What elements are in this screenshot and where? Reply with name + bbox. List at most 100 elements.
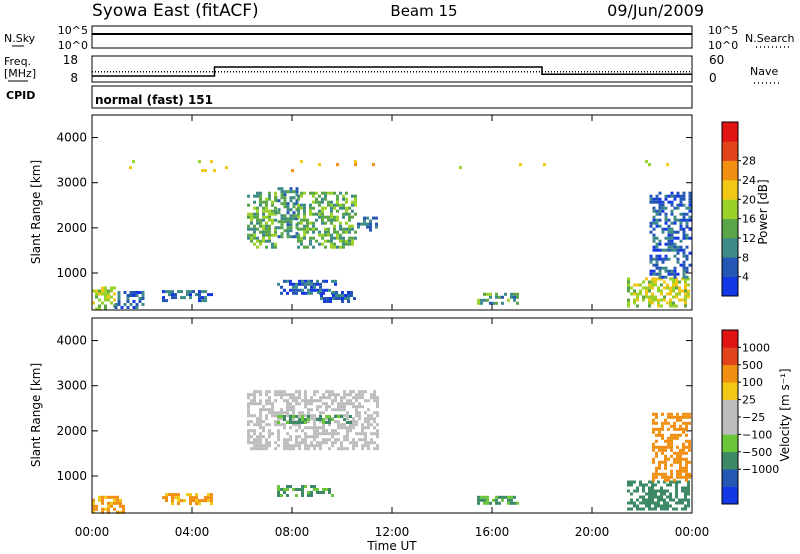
velocity-cell-6-49 [651, 489, 654, 493]
velocity-cell-2-37 [256, 402, 259, 406]
velocity-cell-0-19 [107, 507, 110, 511]
power-cell-11-166 [682, 194, 686, 198]
velocity-cell-2-195 [298, 414, 301, 418]
power-cell-10-17 [636, 295, 639, 299]
velocity-cell-2-232 [307, 420, 310, 424]
velocity-colorbar-swatch-3 [722, 434, 738, 453]
power-cell-5-99 [324, 233, 327, 237]
velocity-cell-2-345 [340, 396, 343, 400]
power-cell-3-49 [259, 242, 262, 246]
velocity-cell-2-42 [256, 438, 259, 442]
power-cell-3-30 [256, 209, 259, 213]
velocity-cell-7-135 [682, 469, 685, 473]
power-cell-11-9 [649, 269, 653, 273]
power-cell-6-0 [357, 222, 360, 226]
velocity-cell-7-137 [685, 412, 688, 416]
velocity-cell-2-225 [304, 447, 307, 451]
power-cell-11-20 [652, 236, 656, 240]
power-cell-11-92 [667, 200, 671, 204]
power-cell-0-20 [104, 304, 107, 308]
power-cell-5-117 [330, 215, 333, 219]
power-cell-5-123 [330, 242, 333, 246]
power-cell-5-163 [342, 227, 345, 231]
power-cell-7-19 [298, 282, 301, 286]
velocity-cell-2-359 [343, 402, 346, 406]
velocity-cell-7-117 [679, 457, 682, 461]
velocity-cell-2-136 [283, 426, 286, 430]
power-cell-3-93 [271, 221, 274, 225]
velocity-cell-2-421 [358, 432, 361, 436]
power-cell-3-35 [256, 227, 259, 231]
power-cell-3-9 [250, 215, 253, 219]
power-cell-7-28 [304, 291, 307, 295]
power-cell-8-0 [317, 291, 320, 294]
velocity-cell-2-51 [259, 411, 262, 415]
power-cell-4-46 [289, 190, 293, 194]
velocity-cell-7-27 [658, 430, 661, 434]
power-cell-3-50 [262, 200, 265, 204]
power-cell-5-134 [333, 242, 336, 246]
velocity-cell-2-420 [358, 417, 361, 421]
velocity-cell-1-3 [165, 499, 168, 503]
velocity-cell-7-36 [661, 421, 664, 425]
power-cell-9-19 [507, 298, 510, 302]
power-cell-11-170 [682, 215, 686, 219]
velocity-cell-2-120 [277, 438, 280, 442]
power-cell-5-46 [309, 212, 312, 216]
power-cell-10-8 [630, 286, 633, 290]
velocity-cell-6-125 [687, 498, 690, 502]
velocity-cell-2-132 [283, 399, 286, 403]
velocity-cell-7-91 [673, 451, 676, 455]
velocity-cell-2-479 [376, 414, 379, 418]
power-cell-12-17 [543, 163, 546, 167]
power-cell-7-35 [310, 285, 313, 289]
power-cell-5-104 [327, 203, 330, 207]
power-cell-5-85 [321, 215, 324, 219]
velocity-cell-2-68 [262, 435, 265, 439]
velocity-cell-2-443 [364, 441, 367, 445]
power-cell-1-8 [123, 291, 127, 294]
power-cell-10-84 [672, 289, 675, 293]
power-cell-3-16 [253, 194, 256, 198]
power-cell-4-18 [280, 220, 284, 224]
power-cell-4-22 [280, 235, 284, 239]
power-cell-2-16 [186, 290, 189, 294]
power-cell-3-29 [256, 206, 259, 210]
velocity-cell-2-478 [376, 411, 379, 415]
power-cell-11-11 [652, 197, 656, 201]
velocity-cell-2-119 [277, 435, 280, 439]
velocity-cell-7-128 [682, 430, 685, 434]
velocity-cell-2-157 [289, 405, 292, 409]
velocity-cell-7-69 [667, 475, 670, 479]
time-xticks: 00:00 04:00 08:00 12:00 16:00 20:00 00:00 [75, 115, 709, 539]
power-cell-4-0 [274, 196, 278, 200]
power-cell-11-192 [685, 245, 689, 249]
power-colorbar-label-1: 8 [742, 251, 749, 264]
velocity-cell-2-272 [319, 396, 322, 400]
power-cell-11-119 [670, 245, 674, 249]
velocity-cell-2-48 [259, 399, 262, 403]
velocity-cell-6-115 [684, 492, 687, 496]
velocity-cell-2-31 [253, 432, 256, 436]
velocity-cell-7-49 [664, 439, 667, 443]
velocity-cell-2-16 [250, 402, 253, 406]
velocity-cell-2-75 [265, 408, 268, 412]
power-cell-11-21 [652, 239, 656, 243]
power-cell-5-159 [342, 203, 345, 207]
power-cell-10-30 [645, 292, 648, 296]
power-cell-5-175 [345, 221, 348, 225]
power-cell-11-120 [670, 248, 674, 252]
velocity-cell-6-110 [681, 498, 684, 502]
power-cell-7-51 [325, 279, 328, 283]
velocity-cell-2-228 [307, 408, 310, 412]
velocity-cell-6-73 [660, 504, 663, 508]
power-cell-3-106 [274, 233, 277, 237]
velocity-cell-2-275 [319, 411, 322, 415]
power-cell-10-13 [633, 298, 636, 302]
power-cell-2-31 [204, 296, 207, 300]
velocity-cell-7-9 [652, 460, 655, 464]
power-cell-11-182 [682, 269, 686, 273]
velocity-cell-1-18 [189, 493, 192, 497]
power-cell-11-28 [655, 194, 659, 198]
power-cell-5-174 [345, 212, 348, 216]
